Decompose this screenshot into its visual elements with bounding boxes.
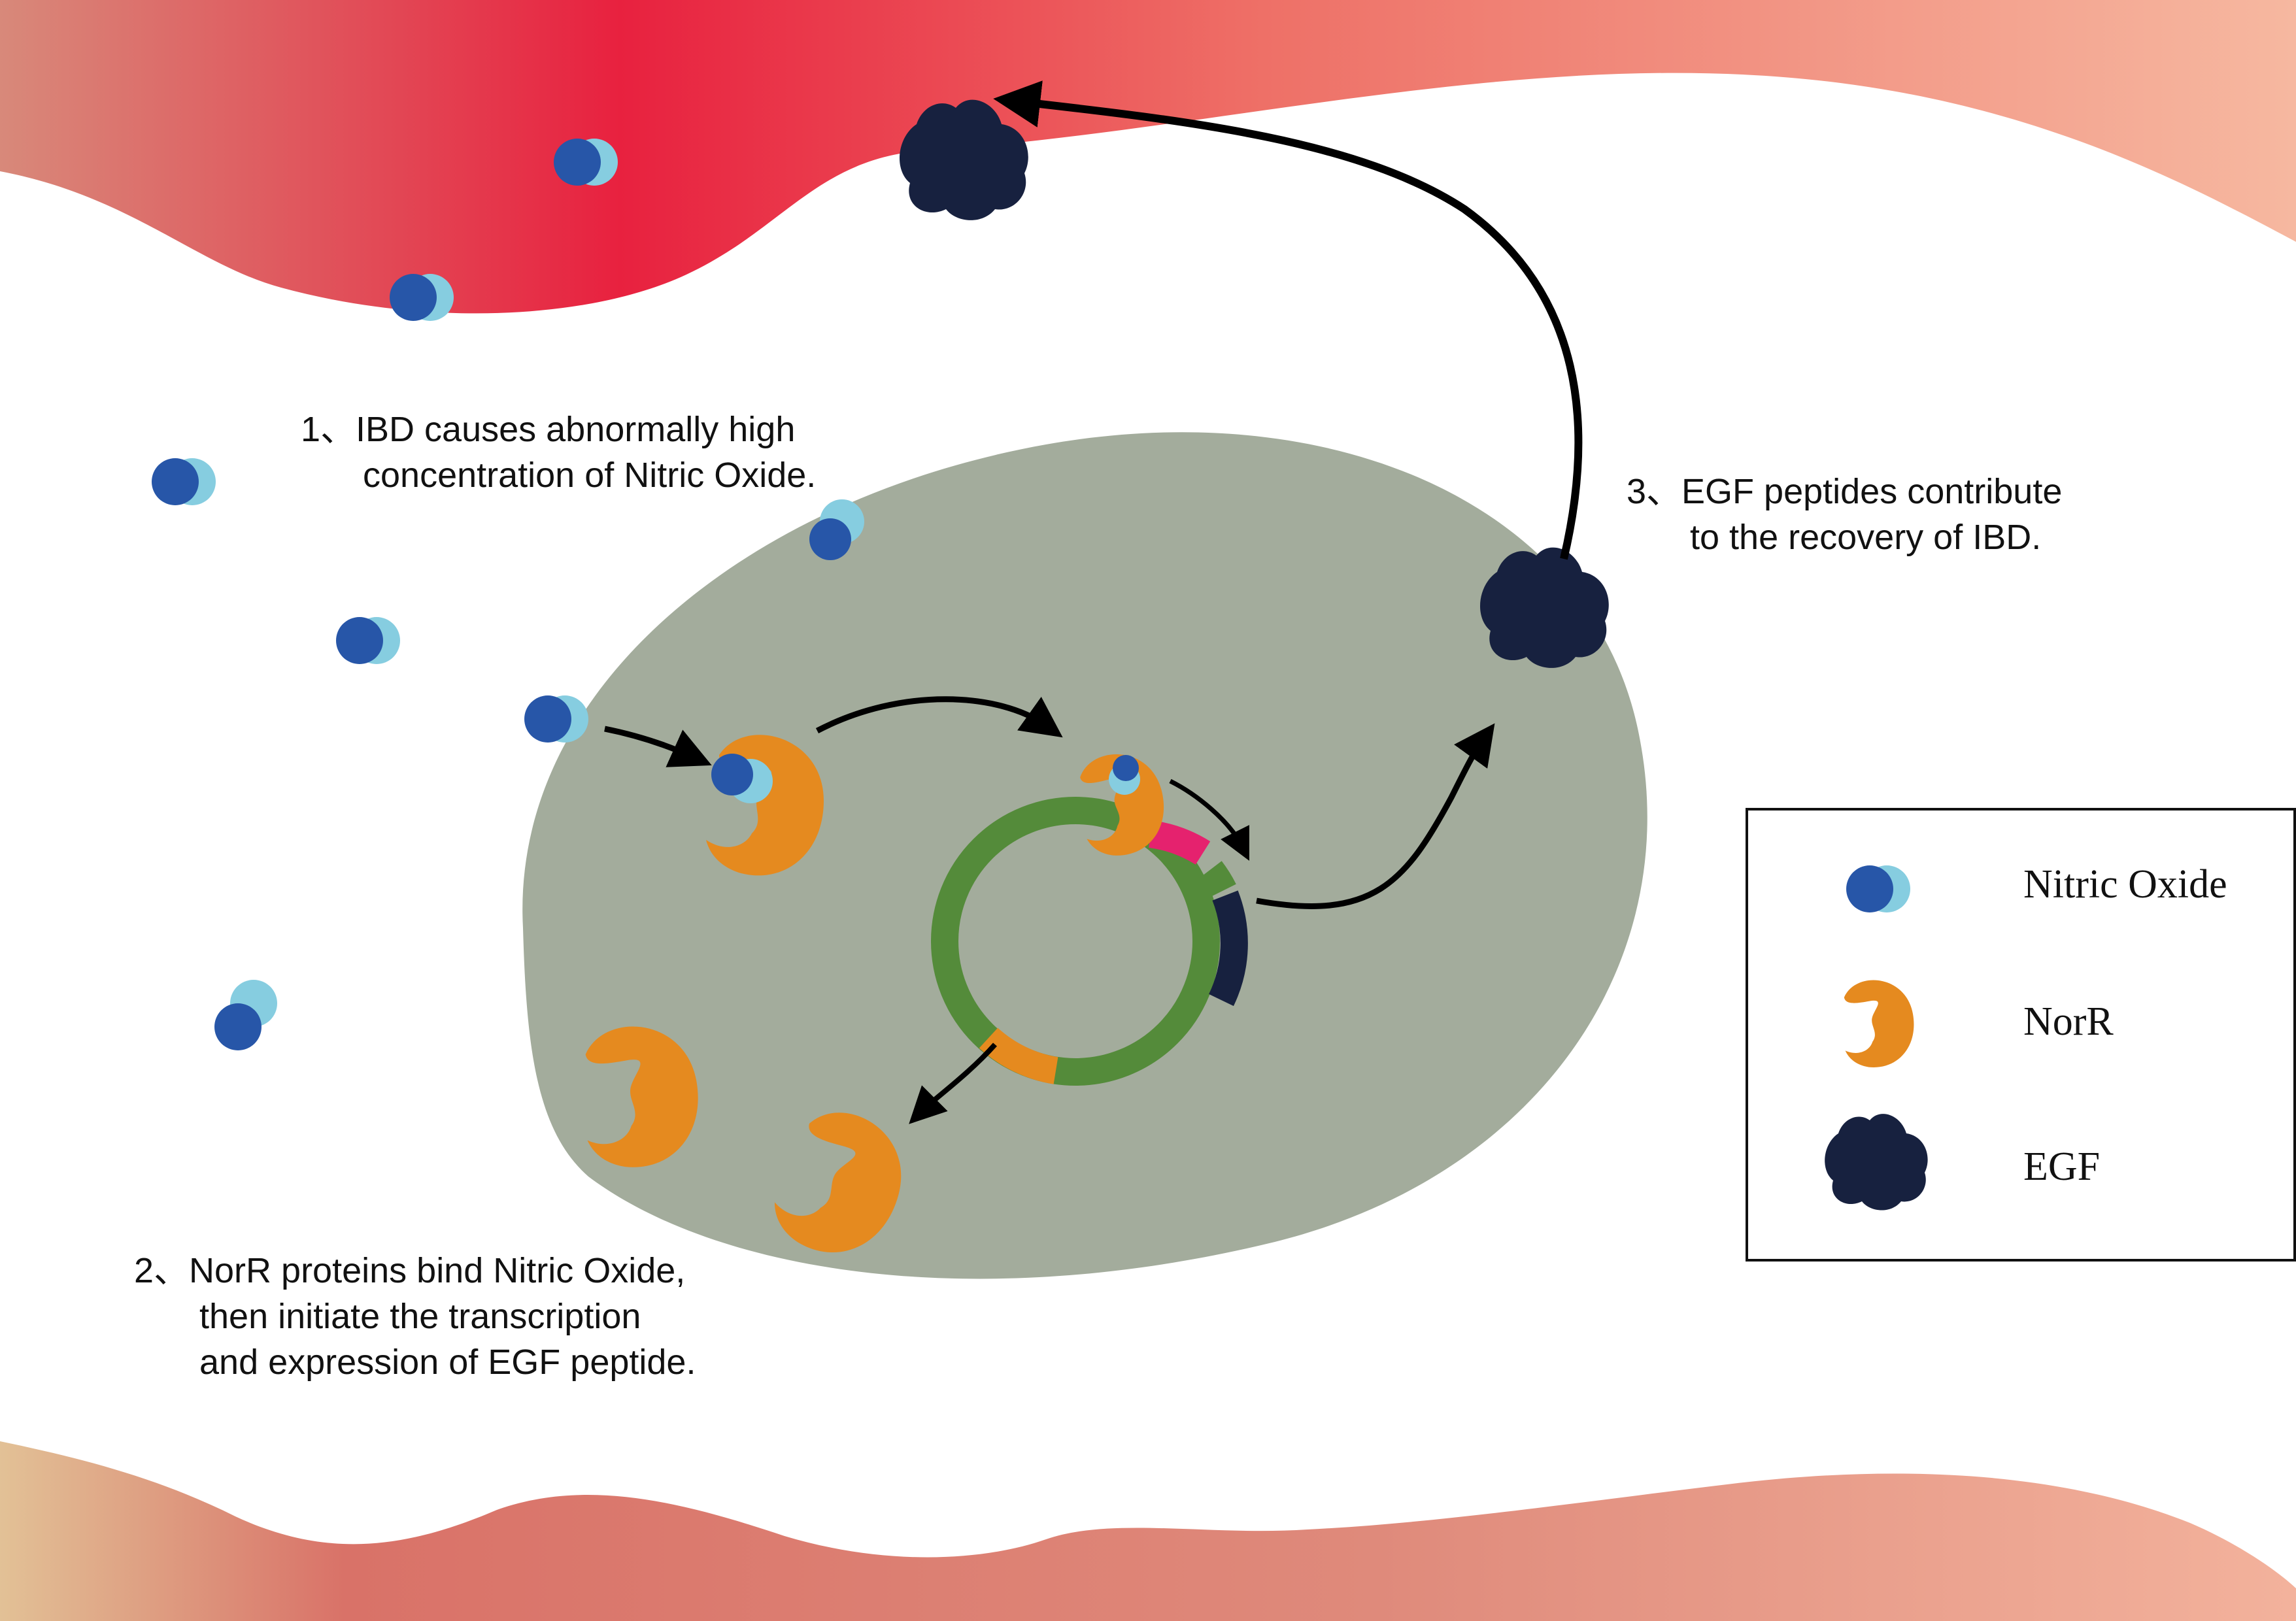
norr-on-promoter: [1067, 744, 1175, 864]
nitric-oxide-molecule: [554, 139, 618, 186]
tissue-top-band: [0, 0, 2296, 314]
arrow-egf-to-tissue: [993, 80, 1583, 560]
nitric-oxide-icon: [1846, 865, 1910, 912]
nitric-oxide-molecule: [524, 695, 588, 743]
nitric-oxide-molecule: [336, 617, 400, 664]
legend-label-nitric-oxide: Nitric Oxide: [2023, 862, 2227, 907]
norr-bound-nitric-oxide: [706, 735, 824, 876]
plasmid: [931, 797, 1248, 1086]
arrow-promoter-to-gene: [1169, 778, 1249, 861]
arrow-no-to-norr: [604, 726, 712, 767]
arrow-gene-to-egf: [1256, 723, 1495, 909]
step-1-text: 1、IBD causes abnormally high concentrati…: [301, 410, 816, 495]
legend-label-egf: EGF: [2023, 1145, 2100, 1189]
nitric-oxide-molecule: [152, 458, 216, 505]
arrow-norr-to-plasmid: [815, 696, 1063, 738]
nitric-oxide-molecule: [390, 274, 454, 321]
step-3-text: 3、EGF peptides contribute to the recover…: [1627, 472, 2072, 557]
tissue-bottom-band: [0, 1441, 2296, 1621]
nitric-oxide-molecule: [214, 980, 277, 1050]
arrow-plasmid-to-norr: [909, 1043, 997, 1124]
legend-label-norr: NorR: [2023, 999, 2114, 1044]
step-2-text: 2、NorR proteins bind Nitric Oxide, then …: [134, 1251, 696, 1382]
bacterial-cell: [522, 432, 1647, 1279]
legend: Nitric Oxide NorR EGF: [1746, 808, 2296, 1262]
nitric-oxide-molecule: [809, 499, 864, 560]
